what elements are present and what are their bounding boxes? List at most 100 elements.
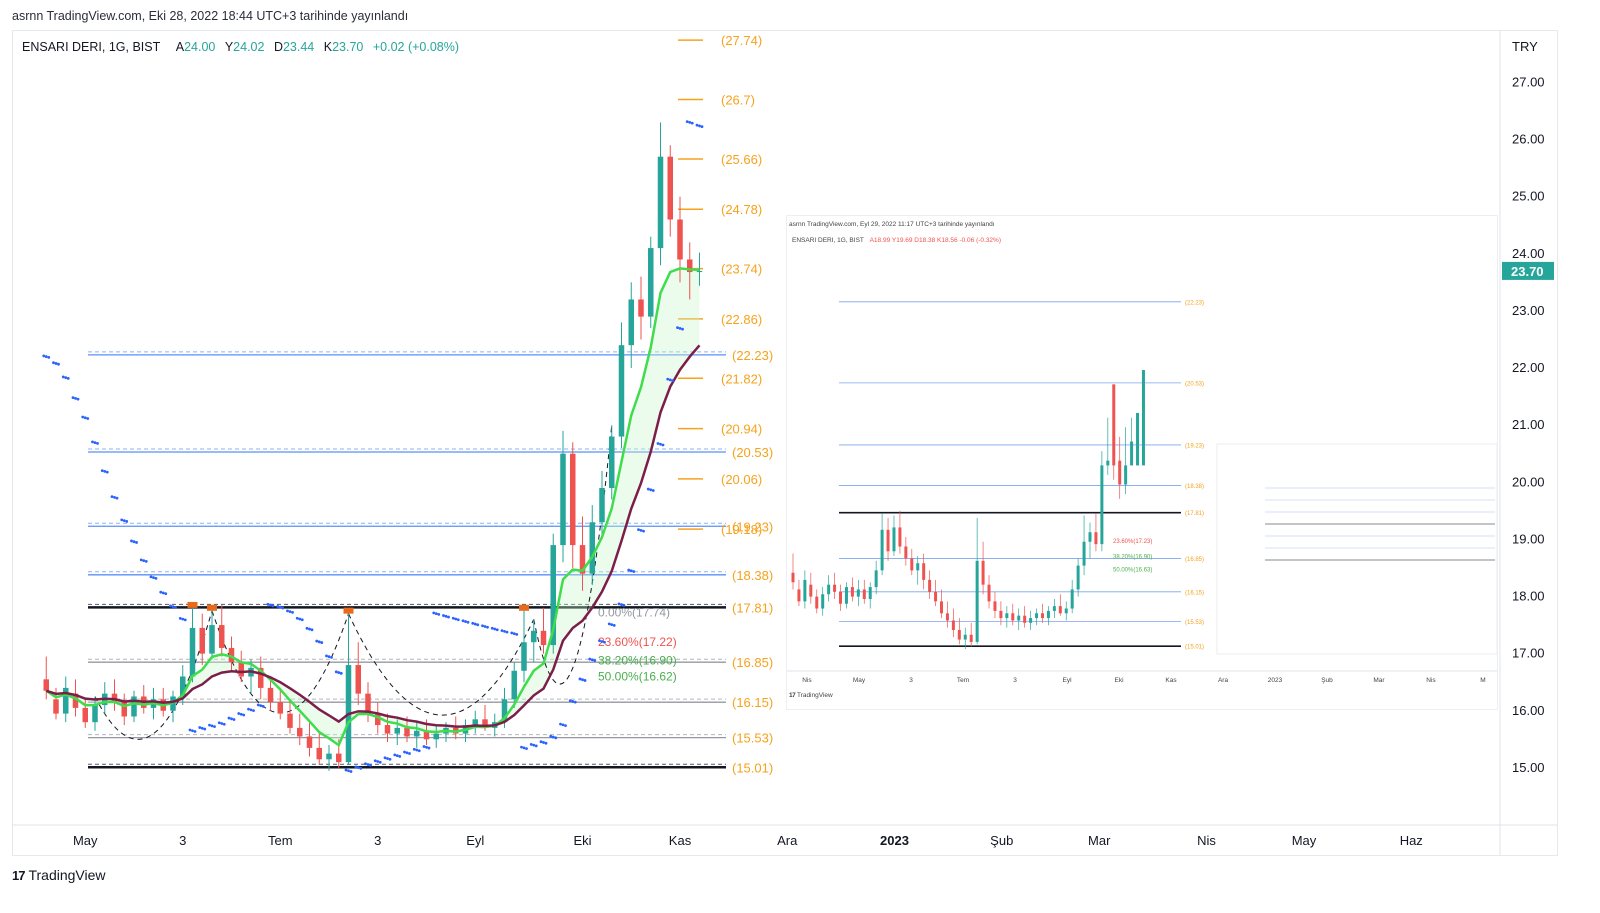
inset-candle-body bbox=[1052, 606, 1056, 611]
inset-candle-body bbox=[1064, 608, 1068, 614]
symbol-legend: ENSARI DERI, 1G, BIST A24.00 Y24.02 D23.… bbox=[22, 40, 459, 54]
inset-candle-body bbox=[886, 529, 890, 552]
inset-candle-body bbox=[1076, 565, 1080, 590]
ohlc-change: +0.02 (+0.08%) bbox=[372, 40, 460, 54]
inset-candle-body bbox=[928, 579, 932, 592]
inset-fib-label: 23.60%(17.23) bbox=[1113, 539, 1152, 545]
inset-candle-body bbox=[969, 634, 973, 642]
inset-candle-body bbox=[1112, 384, 1116, 466]
inset-candle-body bbox=[791, 572, 795, 583]
inset-level-label: (15.53) bbox=[1185, 620, 1204, 626]
inset-candle-body bbox=[1141, 370, 1145, 466]
inset-x-tick-label: Eki bbox=[1114, 677, 1123, 684]
ohlc-high: Y24.02 bbox=[224, 40, 265, 54]
inset-candle-body bbox=[1136, 412, 1140, 466]
tradingview-logo-icon: 17 bbox=[12, 867, 26, 883]
ohlc-close: K23.70 bbox=[323, 40, 364, 54]
inset-candle-body bbox=[922, 563, 926, 580]
inset-candle-body bbox=[856, 589, 860, 597]
inset-level-label: (16.15) bbox=[1185, 590, 1204, 596]
inset-candle-body bbox=[898, 527, 902, 547]
inset-x-tick-label: Ara bbox=[1218, 677, 1229, 684]
inset-candle-body bbox=[1046, 610, 1050, 619]
inset-candle-body bbox=[1017, 615, 1021, 621]
inset-candle-body bbox=[1058, 606, 1062, 614]
inset-fib-label: 38.20%(16.90) bbox=[1113, 555, 1152, 561]
inset-candle-body bbox=[803, 579, 807, 602]
inset-x-tick-label: 3 bbox=[909, 677, 913, 684]
inset-candle-body bbox=[1023, 615, 1027, 623]
inset-candle-body bbox=[945, 613, 949, 621]
inset-level-label: (18.38) bbox=[1185, 484, 1204, 490]
brand-label: TradingView bbox=[28, 867, 106, 883]
inset-level-label: (22.23) bbox=[1185, 300, 1204, 306]
inset-candle-body bbox=[981, 560, 985, 585]
inset-level-label: (16.85) bbox=[1185, 557, 1204, 563]
inset-candle-body bbox=[880, 529, 884, 571]
inset-candle-body bbox=[904, 546, 908, 559]
inset-candle-body bbox=[999, 610, 1003, 619]
inset-candle-body bbox=[1088, 532, 1092, 542]
inset-candle-body bbox=[850, 587, 854, 597]
inset-candle-body bbox=[1130, 441, 1134, 466]
inset-level-label: (19.23) bbox=[1185, 443, 1204, 449]
inset-fib-label: 50.00%(16.63) bbox=[1113, 567, 1152, 573]
nested-inset-box bbox=[1216, 443, 1497, 655]
inset-candle-body bbox=[975, 560, 979, 642]
inset-x-tick-label: Eyl bbox=[1062, 677, 1072, 684]
ohlc-low: D23.44 bbox=[273, 40, 315, 54]
inset-x-tick-label: Kas bbox=[1165, 677, 1177, 684]
published-line: asrnn TradingView.com, Eki 28, 2022 18:4… bbox=[12, 9, 409, 23]
inset-candle-body bbox=[910, 558, 914, 571]
inset-screenshot: asrnn TradingView.com, Eyl 29, 2022 11:1… bbox=[786, 215, 1498, 710]
inset-x-tick-label: Mar bbox=[1373, 677, 1385, 684]
inset-level-label: (20.53) bbox=[1185, 381, 1204, 387]
inset-candle-body bbox=[993, 601, 997, 611]
inset-candle-body bbox=[892, 527, 896, 552]
inset-candle-body bbox=[797, 589, 801, 602]
inset-x-tick-label: M bbox=[1480, 677, 1485, 684]
inset-candle-body bbox=[1082, 541, 1086, 566]
inset-candle-body bbox=[916, 563, 920, 571]
inset-x-tick-label: Nis bbox=[802, 677, 812, 684]
inset-candle-body bbox=[1118, 460, 1122, 485]
inset-x-tick-label: Nis bbox=[1426, 677, 1436, 684]
inset-candle-body bbox=[1005, 613, 1009, 619]
inset-candle-body bbox=[874, 570, 878, 588]
inset-candle-body bbox=[839, 591, 843, 604]
chart-frame[interactable] bbox=[12, 30, 1558, 856]
inset-candle-body bbox=[1070, 589, 1074, 609]
inset-candle-body bbox=[1106, 460, 1110, 466]
inset-candle-body bbox=[809, 584, 813, 597]
inset-published-line: asrnn TradingView.com, Eyl 29, 2022 11:1… bbox=[789, 221, 995, 228]
ohlc-open: A24.00 bbox=[175, 40, 216, 54]
inset-candle-body bbox=[827, 584, 831, 595]
inset-candle-body bbox=[951, 620, 955, 630]
inset-brand: 17 TradingView bbox=[789, 692, 833, 699]
inset-x-tick-label: May bbox=[853, 677, 866, 684]
inset-level-label: (17.81) bbox=[1185, 511, 1204, 517]
inset-level-label: (15.01) bbox=[1185, 645, 1204, 651]
inset-candle-body bbox=[957, 629, 961, 640]
inset-x-tick-label: Tem bbox=[957, 677, 969, 684]
inset-x-tick-label: 3 bbox=[1013, 677, 1017, 684]
inset-candle-body bbox=[833, 584, 837, 592]
inset-candle-body bbox=[1094, 532, 1098, 545]
inset-candle-body bbox=[1035, 613, 1039, 619]
inset-x-tick-label: 2023 bbox=[1268, 677, 1283, 684]
inset-candle-body bbox=[844, 587, 848, 604]
inset-candle-body bbox=[1040, 613, 1044, 619]
inset-candle-body bbox=[1124, 465, 1128, 485]
inset-candle-body bbox=[1100, 465, 1104, 545]
inset-candle-body bbox=[815, 596, 819, 609]
inset-candle-body bbox=[1029, 618, 1033, 623]
inset-x-tick-label: Şub bbox=[1321, 677, 1333, 684]
inset-candle-body bbox=[821, 594, 825, 609]
inset-candle-body bbox=[1011, 613, 1015, 621]
tradingview-brand[interactable]: 17 TradingView bbox=[12, 867, 106, 883]
inset-candle-body bbox=[862, 589, 866, 599]
inset-candle-body bbox=[963, 634, 967, 640]
inset-candle-body bbox=[940, 601, 943, 614]
inset-candle-body bbox=[868, 587, 872, 599]
inset-candle-body bbox=[934, 591, 938, 602]
